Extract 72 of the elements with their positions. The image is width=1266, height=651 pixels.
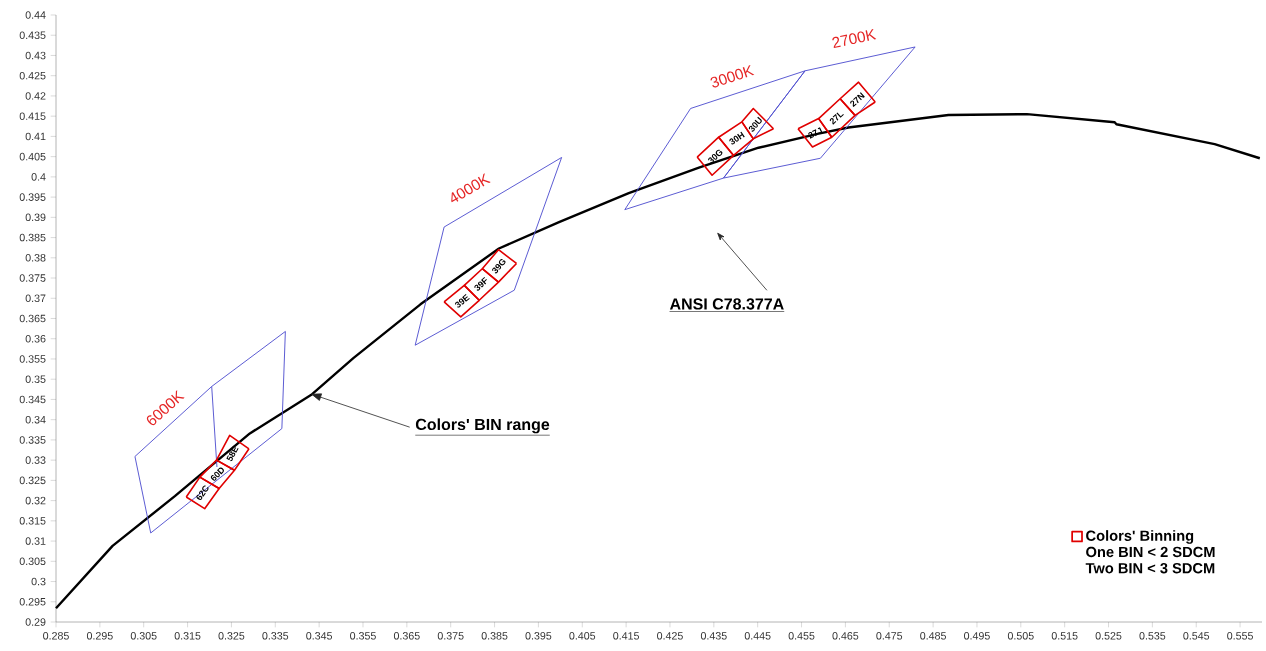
y-tick-label: 0.305: [19, 557, 46, 566]
x-tick-label: 0.335: [262, 632, 289, 640]
y-tick-label: 0.385: [19, 233, 46, 242]
annotation: 3000K: [710, 64, 755, 88]
y-tick-label: 0.295: [19, 597, 46, 606]
y-tick-label: 0.44: [25, 11, 46, 19]
annotation: 60D: [210, 467, 224, 481]
x-tick-label: 0.385: [481, 632, 508, 640]
annotation: Two BIN < 3 SDCM: [1085, 563, 1215, 574]
y-tick-label: 0.335: [19, 436, 46, 444]
x-tick-label: 0.395: [525, 632, 552, 640]
y-tick-label: 0.395: [19, 193, 46, 201]
x-tick-label: 0.325: [218, 632, 245, 640]
x-tick-label: 0.405: [569, 632, 596, 640]
y-tick-label: 0.325: [19, 476, 46, 485]
y-tick-label: 0.33: [25, 456, 46, 464]
x-tick-label: 0.505: [1007, 632, 1034, 640]
y-tick-label: 0.4: [31, 173, 46, 181]
x-tick-label: 0.425: [657, 632, 683, 640]
y-tick-label: 0.35: [25, 375, 46, 383]
x-tick-label: 0.555: [1227, 632, 1253, 640]
y-tick-label: 0.405: [19, 152, 46, 161]
x-tick-label: 0.525: [1095, 632, 1122, 640]
y-tick-label: 0.375: [19, 274, 46, 282]
annotation: 39E: [455, 294, 470, 308]
x-tick-label: 0.305: [130, 632, 157, 640]
x-tick-label: 0.295: [86, 632, 113, 640]
y-tick-label: 0.32: [25, 496, 46, 505]
x-tick-label: 0.315: [174, 632, 201, 640]
y-tick-label: 0.315: [19, 517, 46, 525]
annotation: 27L: [829, 112, 844, 125]
x-tick-label: 0.415: [613, 632, 640, 640]
y-tick-label: 0.3: [31, 577, 46, 586]
y-tick-label: 0.415: [19, 112, 46, 120]
y-tick-label: 0.37: [25, 294, 46, 303]
annotation: ANSI C78.377A: [669, 298, 784, 310]
x-tick-label: 0.495: [964, 632, 990, 640]
y-tick-label: 0.31: [25, 537, 46, 545]
y-tick-label: 0.34: [25, 415, 46, 424]
x-tick-label: 0.465: [832, 632, 859, 640]
legend-label: Colors' Binning: [1086, 530, 1194, 544]
x-tick-label: 0.355: [350, 632, 376, 640]
annotation: 30H: [729, 131, 745, 145]
annotation: 2700K: [832, 28, 877, 49]
x-tick-label: 0.475: [876, 632, 903, 640]
x-tick-label: 0.515: [1051, 632, 1078, 640]
y-tick-label: 0.29: [25, 618, 46, 626]
y-tick-label: 0.39: [25, 213, 46, 222]
x-tick-label: 0.485: [920, 632, 946, 640]
x-tick-label: 0.545: [1183, 632, 1210, 640]
y-tick-label: 0.42: [25, 92, 46, 100]
y-tick-label: 0.345: [19, 395, 46, 404]
x-tick-label: 0.375: [437, 632, 464, 640]
x-tick-label: 0.435: [700, 632, 727, 640]
y-tick-label: 0.435: [19, 31, 46, 40]
x-tick-label: 0.285: [43, 632, 69, 640]
y-tick-label: 0.425: [19, 71, 46, 80]
annotation: 39F: [474, 276, 487, 291]
y-tick-label: 0.43: [25, 51, 46, 60]
y-tick-label: 0.41: [25, 132, 46, 141]
annotation: Colors' BIN range: [415, 418, 550, 434]
y-tick-label: 0.355: [19, 355, 46, 363]
x-tick-label: 0.345: [306, 632, 333, 640]
x-tick-label: 0.445: [744, 632, 771, 640]
y-tick-label: 0.365: [19, 314, 46, 323]
annotation: One BIN < 2 SDCM: [1086, 546, 1215, 558]
x-tick-label: 0.535: [1139, 632, 1166, 640]
annotation: 30G: [708, 149, 723, 164]
x-tick-label: 0.365: [393, 632, 420, 640]
y-tick-label: 0.38: [25, 254, 46, 262]
x-tick-label: 0.455: [788, 632, 815, 640]
y-tick-label: 0.36: [25, 334, 46, 343]
